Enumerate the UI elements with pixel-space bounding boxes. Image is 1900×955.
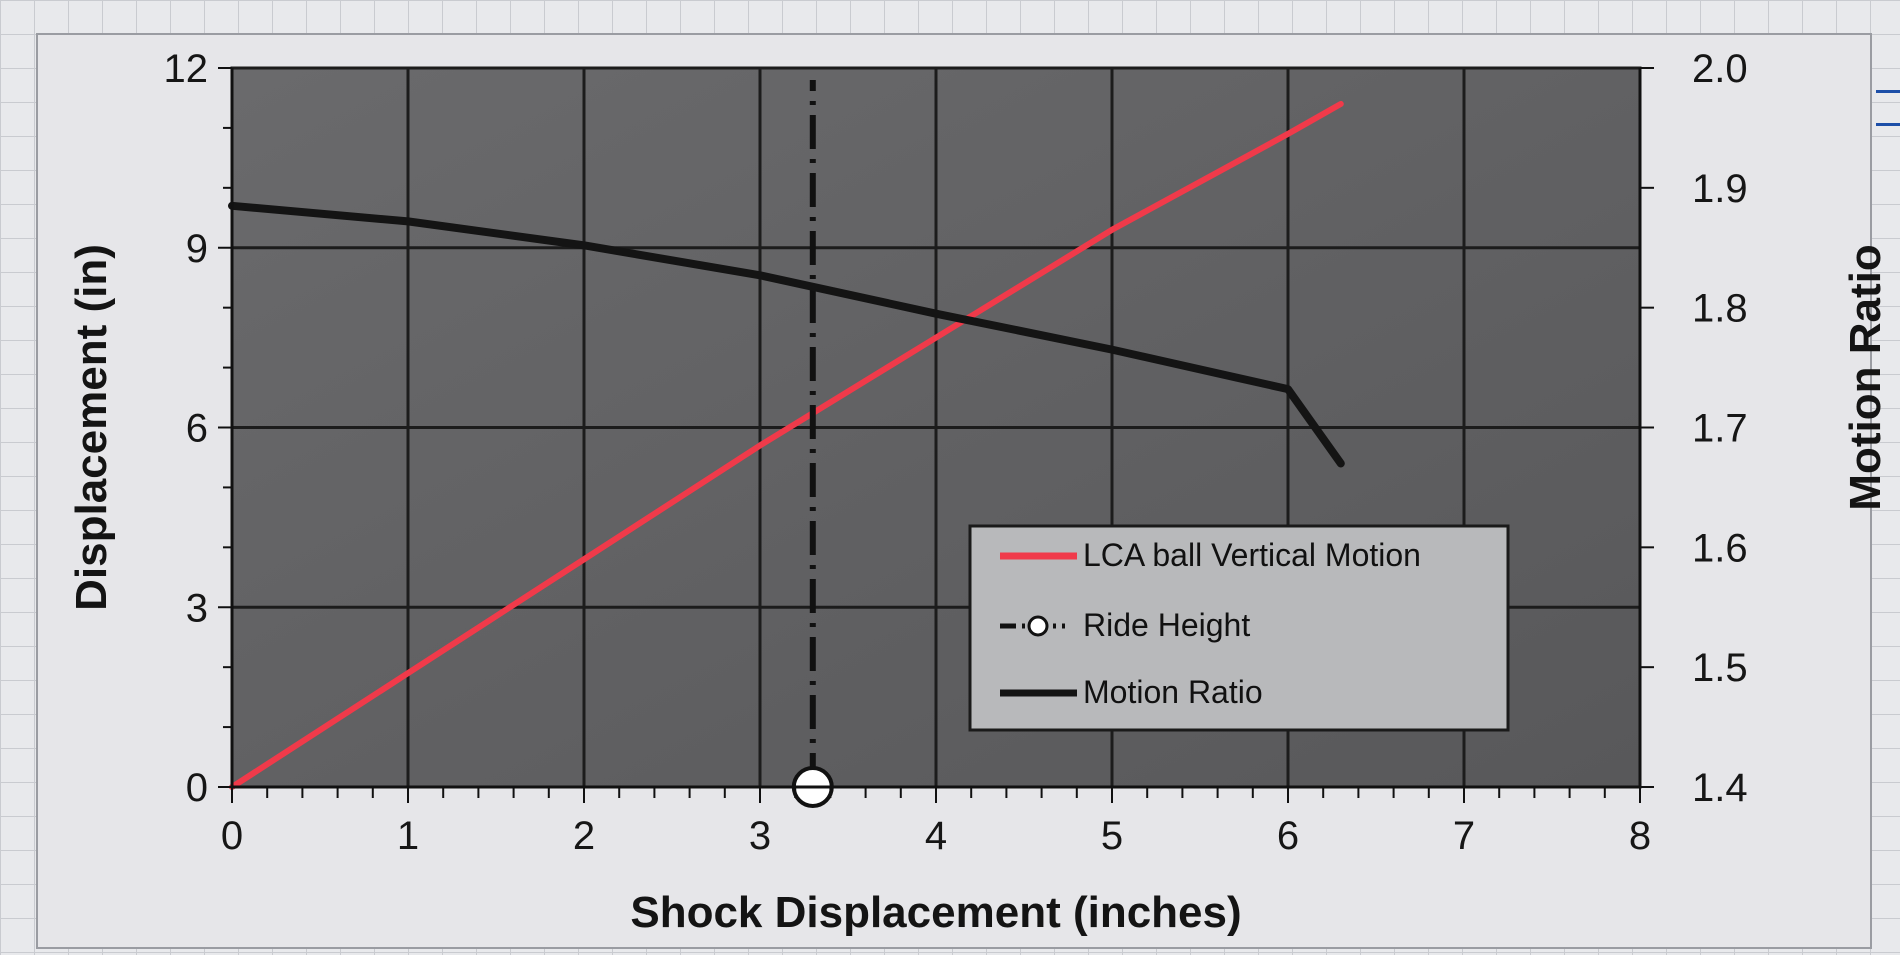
y2-tick-label: 1.6 — [1692, 526, 1748, 570]
y-tick-label: 0 — [186, 766, 208, 810]
y-tick-label: 12 — [164, 47, 209, 91]
x-tick-label: 2 — [573, 814, 595, 858]
x-tick-label: 5 — [1101, 814, 1123, 858]
y2-tick-label: 1.7 — [1692, 407, 1748, 451]
legend-label-motion-ratio: Motion Ratio — [1083, 674, 1263, 710]
y2-axis-title: Motion Ratio — [1841, 244, 1890, 510]
x-tick-label: 6 — [1277, 814, 1299, 858]
y-axis-title: Displacement (in) — [67, 244, 116, 611]
legend-label-lca: LCA ball Vertical Motion — [1083, 537, 1421, 573]
y-tick-label: 3 — [186, 586, 208, 630]
y-tick-label: 6 — [186, 407, 208, 451]
y-tick-label: 9 — [186, 227, 208, 271]
x-tick-label: 4 — [925, 814, 947, 858]
legend-swatch-ride-height-marker — [1027, 615, 1049, 637]
y2-tick-label: 1.4 — [1692, 766, 1748, 810]
y2-tick-label: 1.8 — [1692, 287, 1748, 331]
series-lca-ball-vertical-motion — [229, 100, 1344, 790]
y2-tick-label: 1.9 — [1692, 167, 1748, 211]
spreadsheet-edge-marker — [1876, 90, 1900, 126]
series-motion-ratio — [228, 201, 1345, 468]
x-tick-label: 8 — [1629, 814, 1651, 858]
x-axis-title: Shock Displacement (inches) — [630, 888, 1241, 937]
y2-tick-label: 2.0 — [1692, 47, 1748, 91]
y2-tick-label: 1.5 — [1692, 646, 1748, 690]
x-tick-label: 0 — [221, 814, 243, 858]
x-tick-label: 1 — [397, 814, 419, 858]
legend-swatches — [1000, 552, 1077, 697]
x-tick-label: 7 — [1453, 814, 1475, 858]
legend-label-ride-height: Ride Height — [1083, 607, 1250, 643]
x-tick-label: 3 — [749, 814, 771, 858]
legend: LCA ball Vertical Motion Ride Height Mot… — [968, 524, 1510, 732]
series-layer — [228, 79, 1345, 808]
